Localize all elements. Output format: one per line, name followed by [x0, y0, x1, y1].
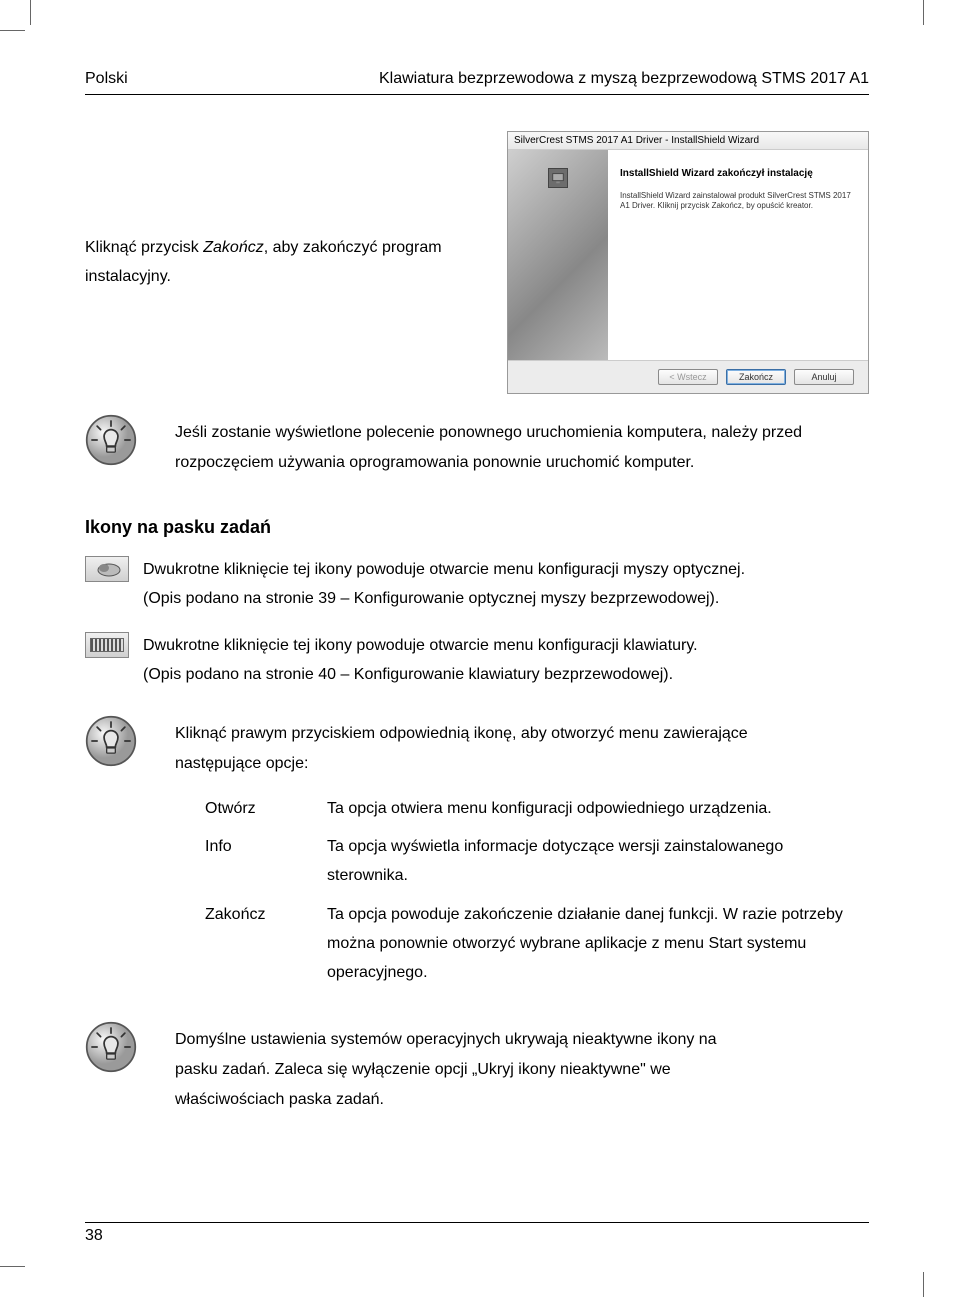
instruction-button-name: Zakończ: [203, 239, 263, 256]
finish-button[interactable]: Zakończ: [726, 369, 786, 385]
cancel-button[interactable]: Anuluj: [794, 369, 854, 385]
keyboard-taskbar-icon: [85, 632, 129, 658]
option-label-open: Otwórz: [205, 791, 325, 828]
instruction-text: Kliknąć przycisk Zakończ, aby zakończyć …: [85, 234, 477, 292]
dialog-title: SilverCrest STMS 2017 A1 Driver - Instal…: [508, 132, 868, 150]
installshield-dialog: SilverCrest STMS 2017 A1 Driver - Instal…: [507, 131, 869, 394]
dialog-sidebar-image: [508, 150, 608, 360]
back-button[interactable]: < Wstecz: [658, 369, 718, 385]
option-row-info: Info Ta opcja wyświetla informacje dotyc…: [205, 829, 867, 895]
page-header: Polski Klawiatura bezprzewodowa z myszą …: [85, 70, 869, 95]
option-label-info: Info: [205, 829, 325, 895]
option-desc-close: Ta opcja powoduje zakończenie działanie …: [327, 897, 867, 991]
mouse-icon-description: Dwukrotne kliknięcie tej ikony powoduje …: [143, 556, 745, 614]
header-title: Klawiatura bezprzewodowa z myszą bezprze…: [379, 70, 869, 88]
option-desc-info: Ta opcja wyświetla informacje dotyczące …: [327, 829, 867, 895]
lightbulb-tip-icon: [85, 715, 145, 772]
lightbulb-tip-icon: [85, 1021, 145, 1078]
header-language: Polski: [85, 70, 128, 88]
option-row-open: Otwórz Ta opcja otwiera menu konfiguracj…: [205, 791, 867, 828]
context-menu-options: Otwórz Ta opcja otwiera menu konfiguracj…: [203, 789, 869, 994]
tip-rightclick-text: Kliknąć prawym przyciskiem odpowiednią i…: [175, 715, 869, 778]
dialog-heading: InstallShield Wizard zakończył instalacj…: [620, 168, 856, 179]
computer-icon: [548, 168, 568, 188]
lightbulb-tip-icon: [85, 414, 145, 471]
option-desc-open: Ta opcja otwiera menu konfiguracji odpow…: [327, 791, 867, 828]
dialog-subtext: InstallShield Wizard zainstalował produk…: [620, 191, 856, 212]
tip-restart-text: Jeśli zostanie wyświetlone polecenie pon…: [175, 414, 869, 477]
option-row-close: Zakończ Ta opcja powoduje zakończenie dz…: [205, 897, 867, 991]
page-number: 38: [85, 1222, 869, 1245]
mouse-taskbar-icon: [85, 556, 129, 582]
keyboard-icon-description: Dwukrotne kliknięcie tej ikony powoduje …: [143, 632, 698, 690]
section-heading-taskbar-icons: Ikony na pasku zadań: [85, 517, 869, 538]
option-label-close: Zakończ: [205, 897, 325, 991]
tip-hidden-icons-text: Domyślne ustawienia systemów operacyjnyc…: [175, 1021, 869, 1114]
